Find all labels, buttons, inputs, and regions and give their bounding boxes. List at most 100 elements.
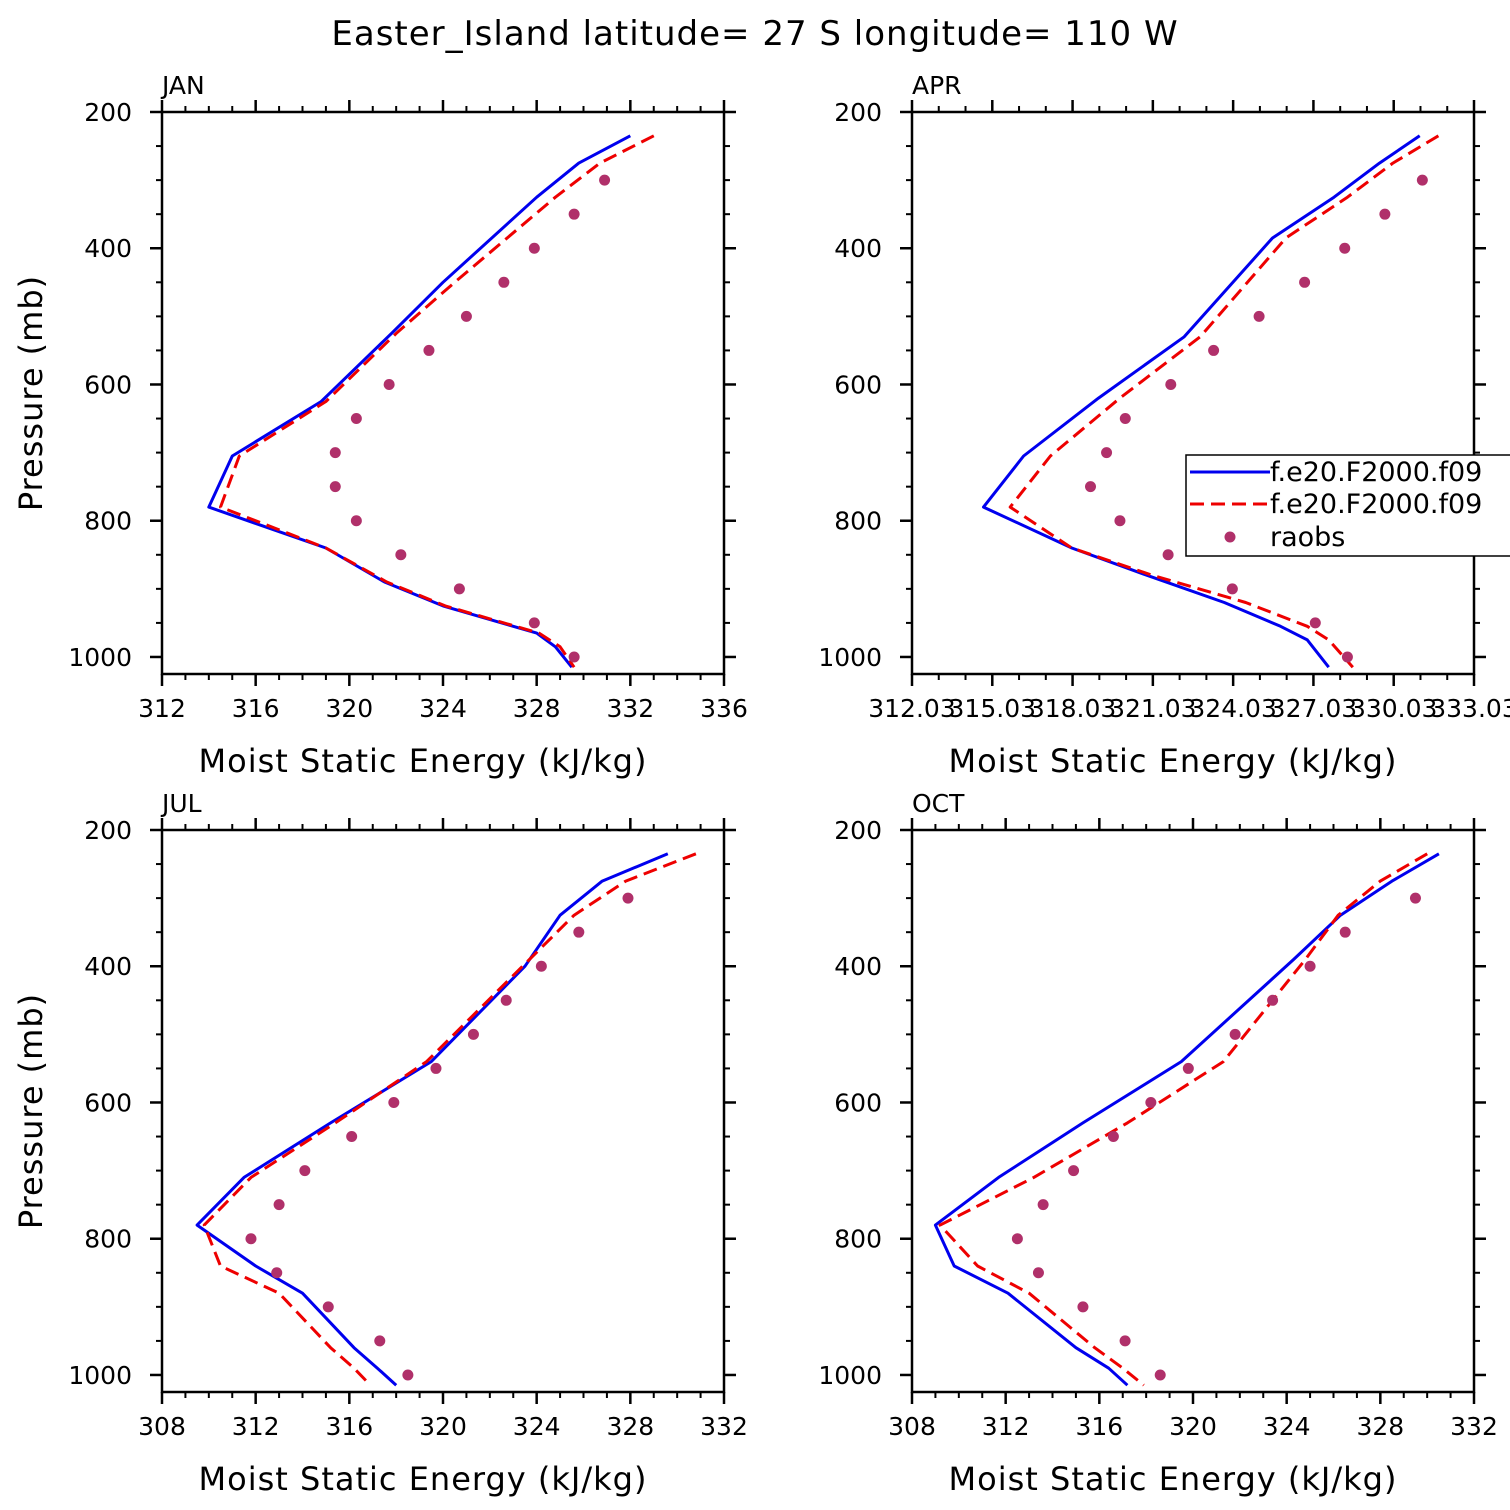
raobs-point <box>498 276 510 288</box>
x-axis-label: Moist Static Energy (kJ/kg) <box>949 742 1398 780</box>
x-tick-label: 327.03 <box>1270 694 1357 723</box>
raobs-point <box>1208 344 1220 356</box>
plot-frame <box>160 828 726 1394</box>
panel-label: OCT <box>912 789 965 818</box>
y-axis-label: Pressure (mb) <box>12 993 50 1229</box>
series-dashed-line <box>202 852 697 1387</box>
x-tick-label: 324 <box>513 1412 561 1441</box>
y-tick-label: 200 <box>84 98 132 127</box>
plot-frame <box>910 828 1476 1394</box>
x-tick-label: 312 <box>982 1412 1030 1441</box>
x-tick-label: 320 <box>325 694 373 723</box>
raobs-point <box>430 1062 442 1074</box>
raobs-point <box>1011 1233 1023 1245</box>
x-tick-label: 308 <box>888 1412 936 1441</box>
x-tick-label: 315.03 <box>949 694 1036 723</box>
y-tick-label: 200 <box>834 98 882 127</box>
y-tick-label: 800 <box>834 507 882 536</box>
panel-label: APR <box>912 71 962 100</box>
raobs-point <box>329 481 341 493</box>
raobs-point <box>528 617 540 629</box>
legend-label: f.e20.F2000.f09 <box>1270 489 1482 520</box>
y-tick-label: 400 <box>834 234 882 263</box>
raobs-point <box>1165 378 1177 390</box>
raobs-point <box>322 1301 334 1313</box>
y-tick-label: 200 <box>84 816 132 845</box>
series-solid-line <box>195 852 669 1387</box>
raobs-point <box>1037 1199 1049 1211</box>
x-tick-label: 324 <box>419 694 467 723</box>
y-tick-label: 600 <box>84 1088 132 1117</box>
raobs-point <box>1267 994 1279 1006</box>
raobs-point <box>1339 926 1351 938</box>
series-dashed-line <box>1008 134 1440 669</box>
raobs-point <box>1304 960 1316 972</box>
y-tick-label: 1000 <box>818 1361 882 1390</box>
series-solid-line <box>933 852 1440 1387</box>
y-axis-label: Pressure (mb) <box>12 275 50 511</box>
raobs-point <box>1379 208 1391 220</box>
raobs-point <box>423 344 435 356</box>
raobs-point <box>1114 515 1126 527</box>
raobs-point <box>1416 174 1428 186</box>
panel-label: JUL <box>160 789 202 818</box>
x-tick-label: 324.03 <box>1189 694 1276 723</box>
panels: JAN 312 316 320 324 328 332 336 200 400 600 800 1000… <box>12 71 1510 1498</box>
y-tick-label: 400 <box>84 234 132 263</box>
x-tick-label: 321.03 <box>1109 694 1196 723</box>
panel-apr: APR312.03315.03318.03321.03324.03327.033… <box>818 71 1510 780</box>
y-tick-label: 800 <box>84 507 132 536</box>
x-tick-label: 312 <box>138 694 186 723</box>
x-tick-label: 332 <box>606 694 654 723</box>
raobs-point <box>1154 1369 1166 1381</box>
raobs-point <box>1119 1335 1131 1347</box>
raobs-point <box>1162 549 1174 561</box>
y-tick-label: 800 <box>84 1225 132 1254</box>
raobs-point <box>460 310 472 322</box>
x-tick-label: 330.03 <box>1350 694 1437 723</box>
y-tick-label: 1000 <box>818 643 882 672</box>
raobs-point <box>299 1165 311 1177</box>
x-tick-label: 332 <box>700 1412 748 1441</box>
x-tick-label: 333.03 <box>1430 694 1510 723</box>
plot-frame <box>160 110 726 676</box>
raobs-point <box>402 1369 414 1381</box>
x-tick-label: 320 <box>419 1412 467 1441</box>
raobs-point <box>350 413 362 425</box>
raobs-point <box>1341 651 1353 663</box>
raobs-point <box>599 174 611 186</box>
y-tick-label: 1000 <box>68 1361 132 1390</box>
series-solid-line <box>982 134 1421 669</box>
raobs-point <box>535 960 547 972</box>
x-tick-label: 318.03 <box>1029 694 1116 723</box>
raobs-point <box>528 242 540 254</box>
y-tick-label: 600 <box>834 1088 882 1117</box>
raobs-point <box>1068 1165 1080 1177</box>
x-tick-label: 312.03 <box>868 694 955 723</box>
raobs-point <box>383 378 395 390</box>
raobs-point <box>1119 413 1131 425</box>
x-tick-label: 324 <box>1263 1412 1311 1441</box>
raobs-point <box>1107 1131 1119 1143</box>
legend-label: f.e20.F2000.f09 <box>1270 457 1482 488</box>
panel-jan: JAN 312 316 320 324 328 332 336 200 400 600 800 1000… <box>12 71 748 780</box>
y-tick-label: 800 <box>834 1225 882 1254</box>
x-tick-label: 336 <box>700 694 748 723</box>
raobs-point <box>573 926 585 938</box>
raobs-point <box>1309 617 1321 629</box>
raobs-point <box>1226 583 1238 595</box>
legend-label: raobs <box>1270 522 1345 553</box>
x-tick-label: 320 <box>1169 1412 1217 1441</box>
series-dashed-line <box>938 852 1428 1387</box>
x-tick-label: 328 <box>513 694 561 723</box>
x-tick-label: 316 <box>232 694 280 723</box>
raobs-point <box>568 651 580 663</box>
legend-dot-swatch <box>1224 531 1236 543</box>
raobs-point <box>395 549 407 561</box>
x-tick-label: 328 <box>606 1412 654 1441</box>
y-tick-label: 600 <box>84 370 132 399</box>
raobs-point <box>1085 481 1097 493</box>
raobs-point <box>500 994 512 1006</box>
plot-frame <box>910 110 1476 676</box>
